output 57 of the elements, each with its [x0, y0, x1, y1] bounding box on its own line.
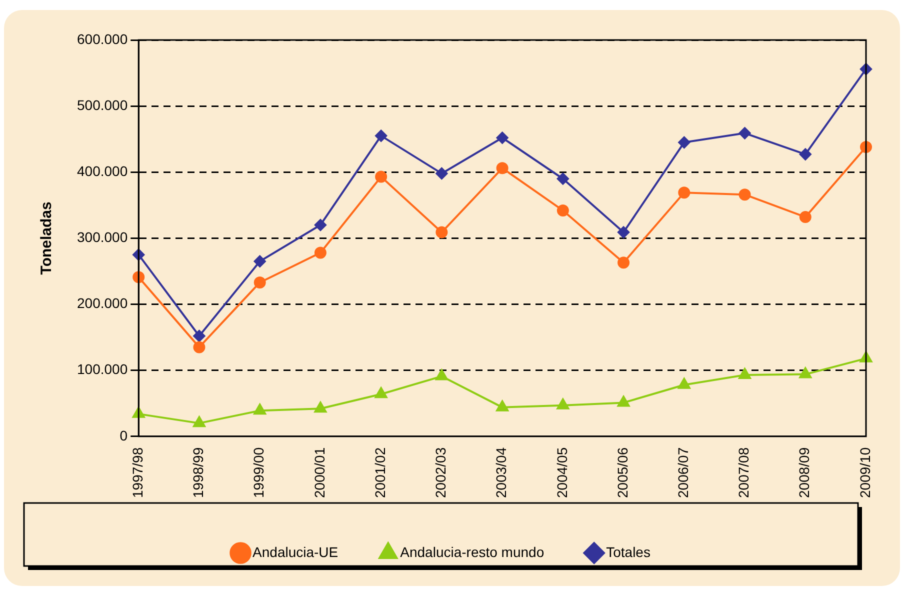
- point: [436, 167, 448, 180]
- y-tick-label: 400.000: [76, 162, 128, 179]
- point: [799, 367, 812, 378]
- x-tick-label: 2004/05: [554, 447, 570, 498]
- x-tick-label: 2009/10: [856, 447, 873, 498]
- y-tick-label: 0: [120, 427, 128, 444]
- point: [314, 246, 326, 259]
- point: [193, 416, 206, 428]
- point: [799, 211, 812, 224]
- y-tick-label: 500.000: [76, 96, 128, 113]
- legend-label: Andalucia-resto mundo: [400, 544, 544, 560]
- point: [254, 276, 266, 288]
- point: [618, 226, 630, 238]
- point: [678, 378, 690, 389]
- y-axis-title: Toneladas: [38, 202, 56, 275]
- point: [496, 162, 508, 174]
- point: [738, 368, 751, 379]
- x-tick-label: 2003/04: [493, 447, 510, 498]
- point: [799, 148, 812, 160]
- point: [314, 402, 327, 413]
- point: [375, 170, 388, 183]
- x-tick-label: 1999/00: [250, 447, 267, 498]
- legend-label: Totales: [606, 544, 650, 560]
- point: [254, 255, 266, 268]
- y-tick-label: 300.000: [76, 229, 128, 246]
- point: [374, 387, 388, 398]
- x-tick-label: 2008/09: [796, 447, 812, 498]
- point: [738, 188, 751, 201]
- point: [496, 132, 508, 144]
- point: [738, 127, 751, 140]
- point: [617, 396, 630, 407]
- x-tick-label: 1998/99: [190, 447, 206, 498]
- point: [435, 369, 448, 380]
- x-tick-label: 2005/06: [614, 447, 630, 498]
- point: [314, 218, 326, 231]
- point: [193, 330, 206, 342]
- y-tick-label: 200.000: [76, 295, 128, 312]
- x-tick-label: 2007/08: [736, 447, 752, 498]
- point: [556, 398, 570, 410]
- x-tick-label: 1997/98: [129, 447, 146, 498]
- x-tick-label: 2001/02: [372, 447, 388, 498]
- legend-label: Andalucia-UE: [252, 544, 338, 560]
- point: [254, 404, 266, 415]
- x-tick-label: 2002/03: [432, 447, 449, 498]
- point: [556, 204, 569, 216]
- x-tick-label: 2006/07: [675, 447, 692, 498]
- y-tick-label: 100.000: [76, 361, 128, 378]
- point: [678, 136, 690, 148]
- point: [436, 226, 448, 238]
- point: [678, 186, 690, 199]
- point: [193, 341, 206, 354]
- point: [618, 256, 630, 269]
- point: [496, 400, 508, 412]
- point: [556, 172, 569, 185]
- point: [375, 130, 388, 142]
- x-tick-label: 2000/01: [311, 447, 328, 498]
- y-tick-label: 600.000: [76, 30, 128, 47]
